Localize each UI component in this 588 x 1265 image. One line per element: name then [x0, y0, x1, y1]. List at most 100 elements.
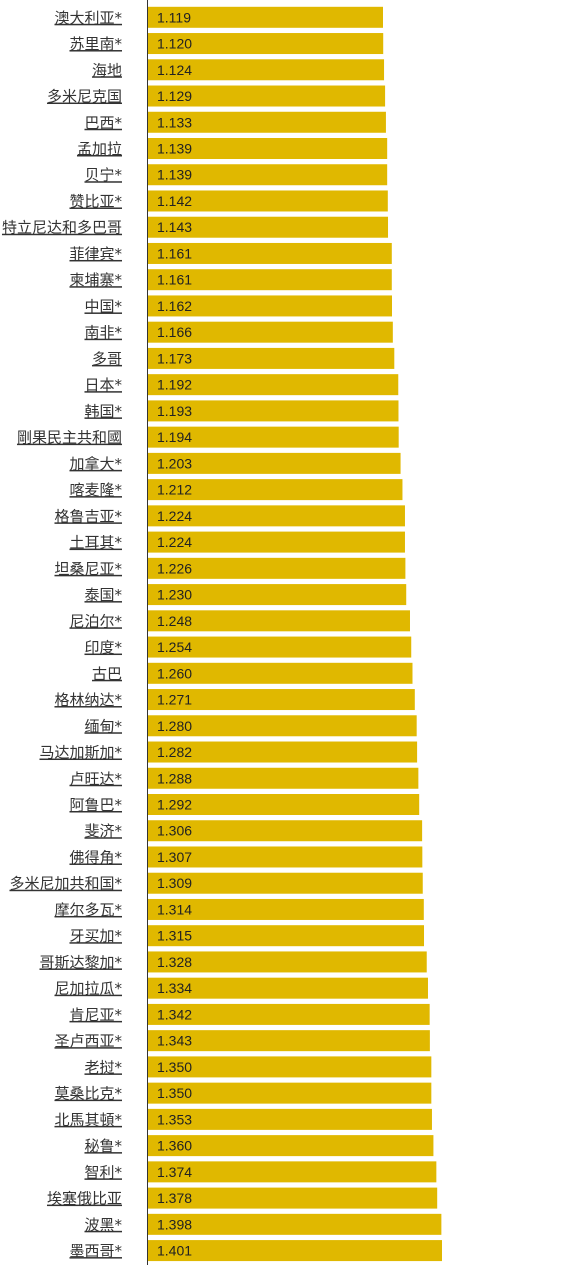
category-label[interactable]: 墨西哥* [69, 1242, 122, 1260]
value-label: 1.212 [157, 482, 192, 498]
category-label[interactable]: 斐济* [84, 822, 122, 840]
category-label[interactable]: 剛果民主共和國 [17, 429, 122, 447]
bar [148, 636, 412, 658]
bar [148, 59, 385, 81]
value-label: 1.288 [157, 770, 192, 786]
category-label[interactable]: 泰国* [84, 586, 122, 604]
category-label[interactable]: 加拿大* [69, 455, 122, 473]
bar [148, 138, 388, 159]
value-label: 1.133 [157, 114, 192, 130]
category-label[interactable]: 孟加拉 [77, 140, 122, 158]
value-label: 1.119 [157, 9, 191, 25]
category-label[interactable]: 牙买加* [69, 927, 122, 945]
category-label[interactable]: 格林纳达* [54, 691, 122, 709]
bar [148, 505, 405, 527]
value-label: 1.193 [157, 403, 192, 419]
bar [148, 452, 401, 474]
bar [148, 400, 399, 422]
value-label: 1.260 [157, 665, 192, 681]
category-label[interactable]: 多米尼加共和国* [9, 875, 122, 893]
category-label[interactable]: 土耳其* [69, 534, 122, 552]
value-label: 1.161 [157, 245, 192, 261]
category-label[interactable]: 日本* [84, 376, 122, 394]
category-label[interactable]: 海地 [92, 61, 122, 79]
value-label: 1.334 [157, 980, 192, 996]
value-label: 1.226 [157, 560, 192, 576]
value-label: 1.139 [157, 141, 192, 157]
category-label[interactable]: 苏里南* [69, 35, 122, 53]
category-label[interactable]: 特立尼达和多巴哥 [2, 219, 122, 237]
category-label[interactable]: 阿鲁巴* [69, 796, 122, 814]
category-label[interactable]: 古巴 [92, 665, 122, 683]
category-label[interactable]: 波黑* [84, 1216, 122, 1234]
bar [148, 269, 392, 291]
category-label[interactable]: 缅甸* [84, 717, 122, 735]
category-label[interactable]: 南非* [84, 324, 122, 342]
bar [148, 479, 403, 501]
value-label: 1.203 [157, 455, 192, 471]
value-label: 1.309 [157, 875, 192, 891]
bar [148, 1213, 442, 1235]
bar [148, 242, 392, 264]
bars-layer [148, 6, 442, 1262]
category-label[interactable]: 老挝* [84, 1058, 122, 1076]
value-label: 1.192 [157, 377, 192, 393]
category-label[interactable]: 圣卢西亚* [54, 1032, 122, 1050]
bar [148, 216, 389, 238]
category-label[interactable]: 韩国* [84, 402, 122, 420]
bar [148, 1240, 442, 1262]
category-label[interactable]: 卢旺达* [69, 770, 122, 788]
bar [148, 295, 392, 317]
category-label[interactable]: 埃塞俄比亚 [47, 1190, 122, 1208]
category-label[interactable]: 中国* [84, 297, 122, 315]
category-label[interactable]: 佛得角* [69, 848, 122, 866]
value-label: 1.280 [157, 718, 192, 734]
bar [148, 1135, 434, 1157]
value-label: 1.350 [157, 1059, 192, 1075]
bar [148, 872, 423, 894]
category-label[interactable]: 格鲁吉亚* [54, 507, 122, 525]
value-label: 1.315 [157, 928, 192, 944]
category-label[interactable]: 柬埔寨* [69, 271, 122, 289]
category-label[interactable]: 多米尼克国 [47, 88, 122, 106]
category-label[interactable]: 秘鲁* [84, 1137, 122, 1155]
category-label[interactable]: 贝宁* [84, 166, 122, 184]
value-label: 1.350 [157, 1085, 192, 1101]
value-label: 1.353 [157, 1111, 192, 1127]
category-label[interactable]: 智利* [84, 1163, 122, 1181]
bar [148, 347, 395, 369]
bar [148, 794, 420, 815]
category-label[interactable]: 巴西* [84, 114, 122, 132]
category-label[interactable]: 莫桑比克* [54, 1085, 122, 1103]
category-label[interactable]: 赞比亚* [69, 192, 122, 210]
bar [148, 1003, 430, 1025]
category-label[interactable]: 多哥 [92, 350, 122, 368]
category-label[interactable]: 坦桑尼亚* [54, 560, 122, 578]
category-label[interactable]: 菲律宾* [69, 245, 122, 263]
value-label: 1.314 [157, 901, 192, 917]
category-label[interactable]: 哥斯达黎加* [39, 953, 122, 971]
value-label: 1.401 [157, 1243, 192, 1259]
category-label[interactable]: 尼加拉瓜* [54, 980, 122, 998]
category-label[interactable]: 肯尼亚* [69, 1006, 122, 1024]
bar [148, 1082, 432, 1104]
category-label[interactable]: 澳大利亚* [54, 9, 122, 27]
bar [148, 33, 384, 55]
category-label[interactable]: 印度* [84, 639, 122, 657]
category-label[interactable]: 北馬其頓* [54, 1111, 122, 1129]
value-label: 1.292 [157, 797, 192, 813]
category-label[interactable]: 摩尔多瓦* [54, 901, 122, 919]
bar [148, 767, 419, 789]
value-label: 1.129 [157, 88, 192, 104]
bar [148, 321, 393, 343]
value-label: 1.120 [157, 36, 192, 52]
bar [148, 898, 424, 920]
category-label[interactable]: 马达加斯加* [39, 744, 122, 762]
bar [148, 85, 386, 107]
value-label: 1.254 [157, 639, 192, 655]
value-label: 1.343 [157, 1033, 192, 1049]
category-label[interactable]: 喀麦隆* [69, 481, 122, 499]
category-label[interactable]: 尼泊尔* [69, 612, 122, 630]
